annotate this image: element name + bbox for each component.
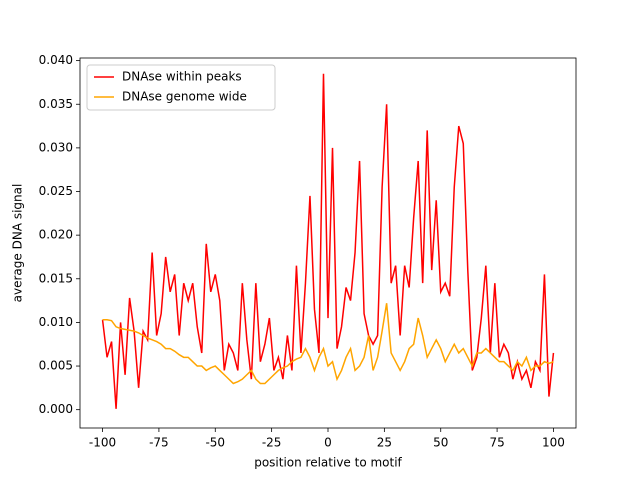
y-tick-label: 0.000 bbox=[39, 402, 73, 416]
x-tick-label: -50 bbox=[205, 436, 225, 450]
y-tick-label: 0.035 bbox=[39, 97, 73, 111]
y-tick-label: 0.020 bbox=[39, 228, 73, 242]
x-tick-label: 0 bbox=[324, 436, 332, 450]
data-line bbox=[102, 303, 554, 385]
x-tick-label: 25 bbox=[377, 436, 392, 450]
x-tick-label: 50 bbox=[433, 436, 448, 450]
legend-label: DNAse within peaks bbox=[122, 70, 242, 84]
y-tick-label: 0.005 bbox=[39, 359, 73, 373]
x-tick-label: -25 bbox=[262, 436, 282, 450]
y-tick-label: 0.025 bbox=[39, 184, 73, 198]
y-tick-label: 0.015 bbox=[39, 271, 73, 285]
data-line bbox=[101, 73, 555, 409]
y-tick-label: 0.030 bbox=[39, 140, 73, 154]
x-tick-label: -75 bbox=[149, 436, 169, 450]
y-tick-label: 0.010 bbox=[39, 315, 73, 329]
x-axis-label: position relative to motif bbox=[254, 456, 402, 470]
y-tick-label: 0.040 bbox=[39, 53, 73, 67]
legend-box bbox=[86, 64, 276, 111]
x-tick-label: 75 bbox=[489, 436, 504, 450]
y-axis-label: average DNA signal bbox=[11, 184, 25, 303]
x-tick-label: -100 bbox=[89, 436, 116, 450]
legend-label: DNAse genome wide bbox=[122, 90, 247, 104]
x-tick-label: 100 bbox=[542, 436, 565, 450]
plot-frame bbox=[79, 57, 577, 429]
